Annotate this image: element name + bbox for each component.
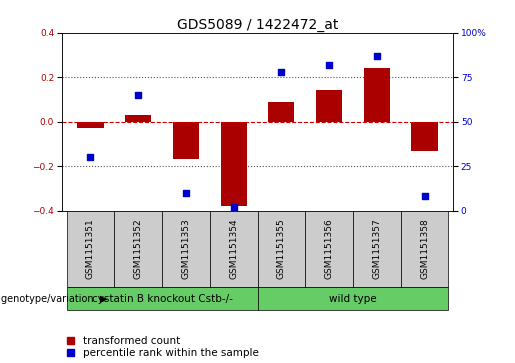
Point — [87, 154, 95, 160]
Bar — [364, 68, 390, 122]
Bar — [162, 211, 210, 287]
Bar — [268, 102, 295, 122]
Text: wild type: wild type — [329, 294, 377, 303]
Point — [230, 204, 238, 210]
Text: GSM1151356: GSM1151356 — [324, 218, 334, 279]
Point — [134, 92, 142, 98]
Text: genotype/variation  ▶: genotype/variation ▶ — [1, 294, 108, 303]
Bar — [125, 115, 151, 122]
Text: GSM1151358: GSM1151358 — [420, 218, 429, 279]
Bar — [66, 287, 258, 310]
Point — [182, 190, 190, 196]
Point — [325, 62, 333, 68]
Text: GSM1151355: GSM1151355 — [277, 218, 286, 279]
Bar — [401, 211, 449, 287]
Point — [373, 53, 381, 59]
Bar — [114, 211, 162, 287]
Bar — [411, 122, 438, 151]
Legend: transformed count, percentile rank within the sample: transformed count, percentile rank withi… — [67, 336, 259, 358]
Text: cystatin B knockout Cstb-/-: cystatin B knockout Cstb-/- — [92, 294, 232, 303]
Bar — [77, 122, 104, 128]
Title: GDS5089 / 1422472_at: GDS5089 / 1422472_at — [177, 18, 338, 32]
Text: GSM1151354: GSM1151354 — [229, 218, 238, 279]
Bar — [210, 211, 258, 287]
Bar — [258, 211, 305, 287]
Point — [420, 193, 428, 199]
Bar — [353, 211, 401, 287]
Bar — [305, 211, 353, 287]
Bar — [316, 90, 342, 122]
Text: GSM1151353: GSM1151353 — [181, 218, 191, 279]
Bar — [173, 122, 199, 159]
Point — [277, 69, 285, 75]
Text: GSM1151352: GSM1151352 — [134, 218, 143, 279]
Bar — [258, 287, 449, 310]
Text: GSM1151357: GSM1151357 — [372, 218, 381, 279]
Bar — [66, 211, 114, 287]
Text: GSM1151351: GSM1151351 — [86, 218, 95, 279]
Bar — [220, 122, 247, 206]
